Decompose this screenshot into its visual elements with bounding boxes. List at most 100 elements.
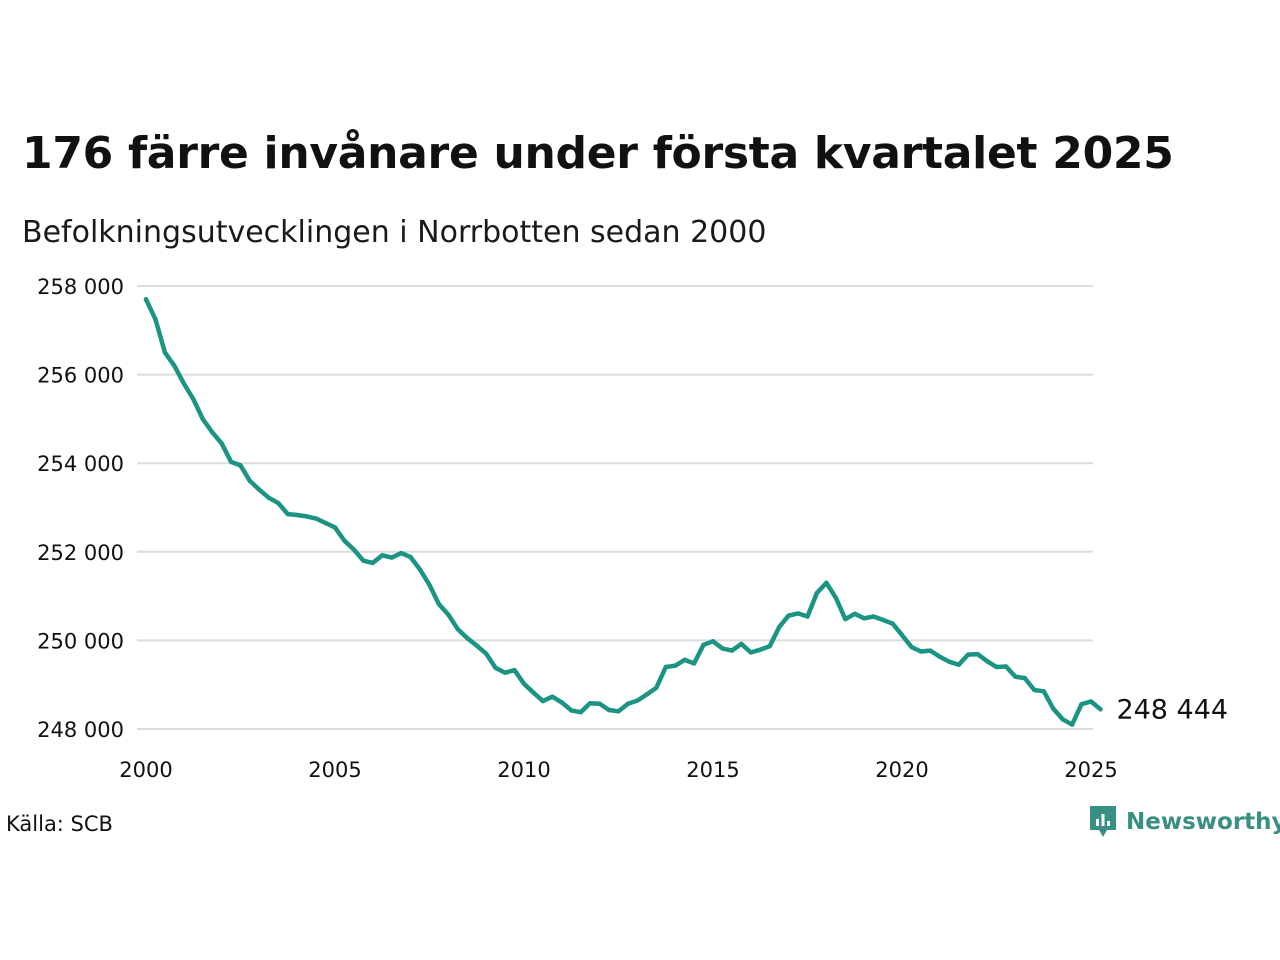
data-point (852, 611, 857, 616)
data-point (597, 701, 602, 706)
data-point (947, 659, 952, 664)
data-point (502, 670, 508, 675)
data-point (1088, 699, 1094, 704)
newsworthy-logo-icon (1090, 806, 1116, 837)
data-point (531, 690, 536, 695)
data-point (191, 396, 196, 402)
data-point (266, 495, 272, 500)
data-point (673, 663, 678, 668)
data-point (587, 701, 593, 706)
data-point (739, 641, 744, 647)
data-point (814, 590, 820, 596)
data-point (767, 644, 772, 649)
y-axis-ticks: 248 000 250 000 252 000 254 000 256 000 258 0… (37, 275, 124, 742)
data-point (493, 665, 498, 671)
data-point (512, 667, 517, 673)
data-point (862, 616, 867, 621)
data-point (219, 441, 224, 446)
data-point (965, 652, 971, 657)
data-point (247, 478, 253, 484)
data-point (720, 646, 725, 651)
data-point (625, 701, 631, 706)
x-tick-label: 2020 (875, 758, 928, 782)
data-point (408, 554, 413, 560)
data-point (937, 654, 942, 659)
data-point (342, 538, 347, 543)
data-point (795, 611, 801, 616)
data-point (918, 649, 924, 654)
data-point (332, 525, 338, 530)
end-value-label: 248 444 (1116, 694, 1228, 725)
data-point (682, 657, 687, 663)
data-point (1003, 664, 1009, 669)
data-point (143, 297, 149, 302)
data-point (474, 643, 479, 648)
data-point (436, 601, 442, 607)
x-tick-label: 2000 (119, 758, 172, 782)
data-point (748, 650, 753, 655)
data-point (257, 487, 262, 492)
data-point (427, 582, 432, 588)
data-point (162, 350, 168, 355)
x-tick-label: 2025 (1064, 758, 1117, 782)
data-point (890, 621, 895, 626)
data-point (909, 644, 914, 650)
data-point (389, 555, 394, 560)
data-point (351, 547, 357, 552)
data-point (465, 636, 470, 641)
data-points (143, 297, 1103, 727)
data-point (899, 632, 905, 638)
data-point (805, 614, 810, 619)
data-point (323, 520, 328, 526)
data-point (1098, 707, 1103, 712)
chart-title: 176 färre invånare under första kvartale… (22, 128, 1174, 179)
data-point (1079, 702, 1084, 707)
data-point (578, 710, 583, 715)
data-point (361, 558, 366, 563)
data-point (153, 317, 158, 322)
chart-subtitle: Befolkningsutvecklingen i Norrbotten sed… (22, 215, 767, 250)
data-point (833, 595, 839, 601)
data-point (1013, 674, 1018, 679)
y-tick-label: 252 000 (37, 541, 124, 565)
data-point (606, 707, 612, 713)
data-point (654, 685, 659, 690)
x-tick-label: 2005 (308, 758, 361, 782)
x-tick-label: 2015 (686, 758, 739, 782)
data-point (455, 627, 461, 632)
brand-logo: Newsworthy (1088, 804, 1280, 840)
data-point (398, 550, 404, 556)
y-tick-label: 256 000 (37, 364, 124, 388)
data-point (484, 651, 489, 656)
data-point (1060, 717, 1065, 722)
data-point (635, 698, 640, 703)
data-point (181, 381, 186, 386)
y-tick-label: 254 000 (37, 452, 124, 476)
x-axis-ticks: 2000 2005 2010 2015 2020 2025 (119, 758, 1117, 782)
data-point (975, 651, 980, 657)
series-layer (143, 297, 1103, 727)
x-tick-label: 2010 (497, 758, 550, 782)
data-point (880, 617, 886, 623)
data-point (663, 664, 668, 670)
data-point (380, 553, 385, 558)
data-point (644, 692, 650, 697)
data-point (569, 708, 574, 713)
data-point (304, 514, 309, 519)
data-point (559, 700, 564, 705)
data-point (228, 459, 234, 465)
data-point (786, 613, 791, 618)
data-point (276, 500, 281, 506)
source-note: Källa: SCB (6, 812, 113, 836)
data-point (1069, 722, 1075, 727)
data-point (1051, 706, 1056, 711)
data-point (701, 642, 706, 647)
data-point (446, 612, 451, 617)
y-tick-label: 248 000 (37, 718, 124, 742)
data-point (313, 516, 319, 521)
data-point (210, 430, 215, 435)
data-point (238, 463, 243, 468)
data-point (616, 709, 621, 714)
data-point (370, 560, 375, 566)
